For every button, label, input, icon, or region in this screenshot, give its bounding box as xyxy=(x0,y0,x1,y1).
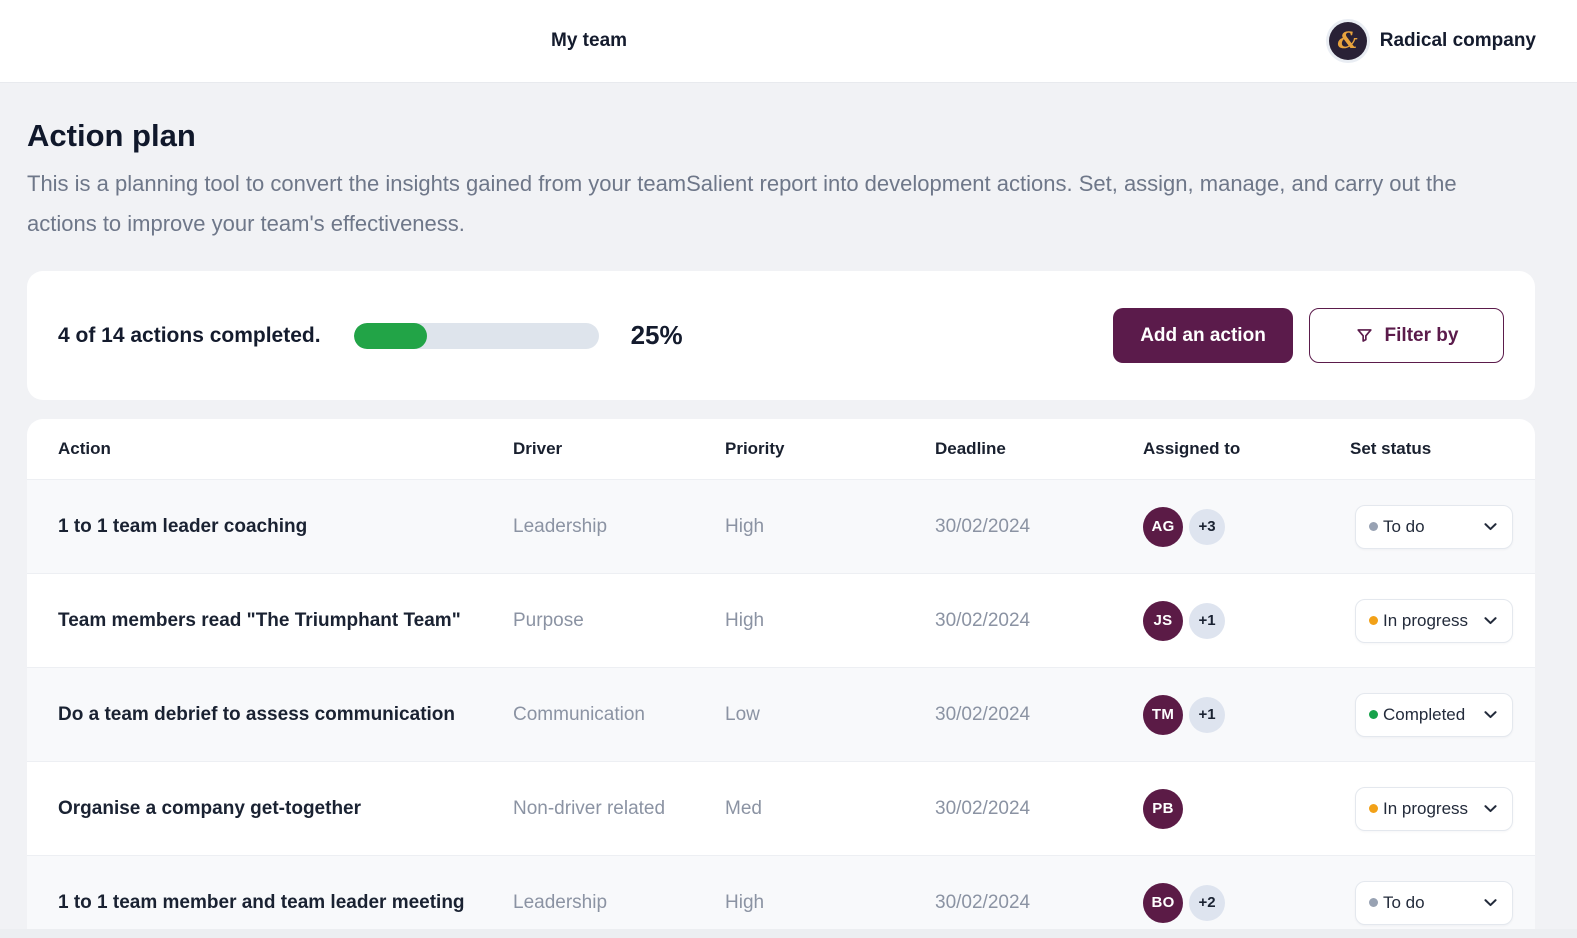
table-row: 1 to 1 team leader coaching Leadership H… xyxy=(27,479,1535,573)
chevron-down-icon xyxy=(1484,899,1497,907)
assigned-cell: TM +1 xyxy=(1143,694,1350,735)
status-cell: To do xyxy=(1350,880,1535,925)
assigned-cell: PB xyxy=(1143,788,1350,829)
status-dropdown[interactable]: In progress xyxy=(1355,598,1513,643)
chevron-down-icon xyxy=(1484,711,1497,719)
assignee-avatar[interactable]: JS xyxy=(1143,600,1183,641)
status-dot-icon xyxy=(1369,616,1378,625)
page-bottom-strip xyxy=(0,929,1577,938)
driver-cell: Communication xyxy=(513,703,645,725)
page-title: Action plan xyxy=(27,118,196,153)
deadline-cell: 30/02/2024 xyxy=(935,797,1031,819)
assignee-overflow-badge[interactable]: +3 xyxy=(1189,508,1225,545)
assignee-avatar[interactable]: PB xyxy=(1143,788,1183,829)
assigned-cell: AG +3 xyxy=(1143,506,1350,547)
progress-label: 4 of 14 actions completed. xyxy=(58,323,321,347)
assignee-overflow-badge[interactable]: +1 xyxy=(1189,696,1225,733)
filter-by-label: Filter by xyxy=(1384,324,1459,346)
company-name: Radical company xyxy=(1379,30,1536,51)
add-action-button[interactable]: Add an action xyxy=(1113,308,1293,363)
priority-cell: Med xyxy=(725,797,762,819)
priority-cell: High xyxy=(725,515,765,537)
status-dot-icon xyxy=(1369,522,1378,531)
chevron-down-icon xyxy=(1484,617,1497,625)
assignee-overflow-badge[interactable]: +1 xyxy=(1189,602,1225,639)
column-header-action: Action xyxy=(58,439,111,458)
priority-cell: High xyxy=(725,609,765,631)
status-dropdown[interactable]: To do xyxy=(1355,880,1513,925)
driver-cell: Leadership xyxy=(513,891,608,913)
action-cell: Organise a company get-together xyxy=(58,797,362,819)
action-cell: 1 to 1 team leader coaching xyxy=(58,515,308,537)
status-label: Completed xyxy=(1383,704,1466,724)
priority-cell: High xyxy=(725,891,765,913)
assignee-overflow-badge[interactable]: +2 xyxy=(1189,884,1225,921)
table-row: Team members read "The Triumphant Team" … xyxy=(27,573,1535,667)
filter-by-button[interactable]: Filter by xyxy=(1309,308,1504,363)
column-header-priority: Priority xyxy=(725,439,785,458)
progress-bar xyxy=(353,322,599,349)
status-label: In progress xyxy=(1383,610,1469,630)
priority-cell: Low xyxy=(725,703,760,725)
assigned-cell: BO +2 xyxy=(1143,882,1350,923)
status-dot-icon xyxy=(1369,898,1378,907)
deadline-cell: 30/02/2024 xyxy=(935,515,1031,537)
assignee-avatar[interactable]: AG xyxy=(1143,506,1183,547)
status-label: In progress xyxy=(1383,798,1469,818)
deadline-cell: 30/02/2024 xyxy=(935,703,1031,725)
progress-card: 4 of 14 actions completed. 25% Add an ac… xyxy=(27,271,1535,400)
action-cell: Do a team debrief to assess communicatio… xyxy=(58,703,456,725)
deadline-cell: 30/02/2024 xyxy=(935,609,1031,631)
status-cell: To do xyxy=(1350,504,1535,549)
page-description: This is a planning tool to convert the i… xyxy=(27,171,1457,236)
progress-percent: 25% xyxy=(630,320,683,350)
progress-bar-fill xyxy=(353,322,428,349)
filter-funnel-icon xyxy=(1356,329,1372,342)
status-cell: In progress xyxy=(1350,598,1535,643)
assignee-avatar[interactable]: TM xyxy=(1143,694,1183,735)
status-dropdown[interactable]: To do xyxy=(1355,504,1513,549)
status-dot-icon xyxy=(1369,710,1378,719)
driver-cell: Non-driver related xyxy=(513,797,666,819)
table-row: 1 to 1 team member and team leader meeti… xyxy=(27,855,1535,929)
status-dropdown[interactable]: In progress xyxy=(1355,786,1513,831)
status-dot-icon xyxy=(1369,804,1378,813)
table-row: Organise a company get-together Non-driv… xyxy=(27,761,1535,855)
status-label: To do xyxy=(1383,892,1425,912)
status-cell: Completed xyxy=(1350,692,1535,737)
company-menu[interactable]: & Radical company xyxy=(1328,22,1536,60)
status-cell: In progress xyxy=(1350,786,1535,831)
table-body: 1 to 1 team leader coaching Leadership H… xyxy=(27,479,1535,929)
status-label: To do xyxy=(1383,516,1425,536)
assignee-avatar[interactable]: BO xyxy=(1143,882,1183,923)
driver-cell: Leadership xyxy=(513,515,608,537)
deadline-cell: 30/02/2024 xyxy=(935,891,1031,913)
table-row: Do a team debrief to assess communicatio… xyxy=(27,667,1535,761)
top-nav: My team & Radical company xyxy=(0,0,1577,83)
actions-table: Action Driver Priority Deadline Assigned… xyxy=(27,419,1535,929)
action-cell: Team members read "The Triumphant Team" xyxy=(58,609,461,631)
column-header-set-status: Set status xyxy=(1350,439,1432,458)
nav-item-my-team[interactable]: My team xyxy=(551,30,628,51)
chevron-down-icon xyxy=(1484,805,1497,813)
chevron-down-icon xyxy=(1484,523,1497,531)
status-dropdown[interactable]: Completed xyxy=(1355,692,1513,737)
action-cell: 1 to 1 team member and team leader meeti… xyxy=(58,891,465,913)
column-header-deadline: Deadline xyxy=(935,439,1006,458)
driver-cell: Purpose xyxy=(513,609,584,631)
assigned-cell: JS +1 xyxy=(1143,600,1350,641)
table-header-row: Action Driver Priority Deadline Assigned… xyxy=(27,419,1535,479)
column-header-driver: Driver xyxy=(513,439,563,458)
main-content: Action plan This is a planning tool to c… xyxy=(0,118,1577,929)
column-header-assigned-to: Assigned to xyxy=(1143,439,1241,458)
company-logo-icon: & xyxy=(1328,22,1367,60)
